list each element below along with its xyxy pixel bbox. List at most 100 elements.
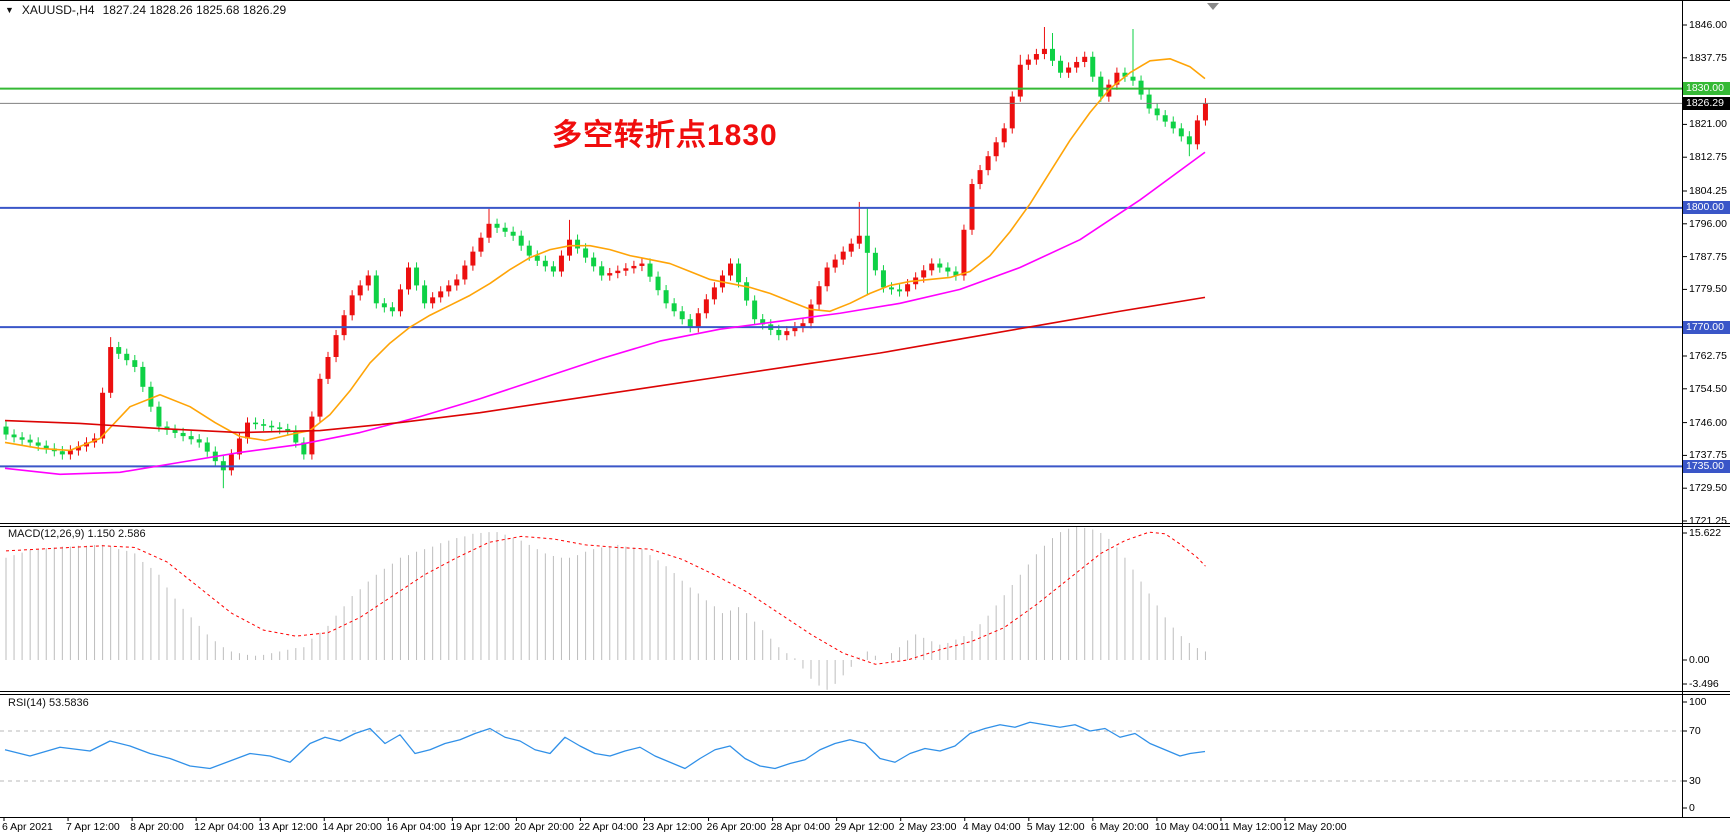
candle-body	[880, 270, 886, 288]
candle-body	[1033, 54, 1039, 60]
candle-body	[196, 439, 202, 443]
candle-body	[309, 416, 315, 455]
candle-body	[856, 235, 862, 244]
candle-body	[1009, 96, 1015, 129]
candle-body	[67, 450, 73, 455]
price-tick-label: 1837.75	[1689, 51, 1727, 64]
candle-body	[703, 299, 709, 314]
time-label: 10 May 04:00	[1154, 821, 1219, 833]
ohlc-values: 1827.24 1828.26 1825.68 1826.29	[102, 3, 287, 17]
candle-body	[381, 303, 387, 308]
candle-body	[961, 229, 967, 276]
candle-body	[1025, 59, 1031, 65]
candle-body	[583, 248, 589, 258]
candle-body	[204, 442, 210, 452]
candle-body	[59, 451, 65, 455]
candle-body	[365, 275, 371, 286]
time-label: 23 Apr 12:00	[642, 821, 703, 833]
candle-body	[277, 427, 283, 429]
price-tick-label: 1787.75	[1689, 250, 1727, 263]
time-label: 20 Apr 20:00	[514, 821, 574, 833]
candle-body	[985, 156, 991, 171]
candle-body	[502, 227, 508, 232]
candle-body	[253, 422, 259, 425]
candle-body	[905, 284, 911, 292]
candle-body	[406, 267, 411, 290]
candle-body	[397, 289, 403, 312]
candle-body	[663, 290, 669, 304]
symbol-period-label: XAUUSD-,H4	[21, 3, 95, 17]
candle-body	[945, 267, 951, 272]
candle-body	[977, 170, 983, 185]
price-tag-1800.00: 1800.00	[1683, 201, 1730, 215]
time-label: 29 Apr 12:00	[834, 821, 895, 833]
macd-scale-label: 0.00	[1689, 654, 1710, 666]
candle-body	[526, 245, 532, 256]
time-label: 7 Apr 12:00	[66, 821, 120, 833]
candle-body	[333, 335, 339, 357]
candle-body	[454, 279, 460, 286]
candle-body	[607, 273, 613, 276]
candle-body	[993, 142, 999, 157]
candle-body	[929, 263, 935, 271]
candle-body	[953, 271, 959, 276]
price-tick-label: 1796.00	[1689, 217, 1727, 230]
candle-body	[422, 285, 428, 304]
candle-body	[116, 347, 122, 354]
candle-body	[486, 223, 492, 238]
candle-body	[1186, 136, 1192, 145]
rsi-scale-label: 100	[1689, 696, 1707, 708]
price-tick-label: 1762.75	[1689, 349, 1727, 362]
candle-body	[11, 434, 17, 438]
candle-body	[889, 287, 894, 290]
macd-signal-line	[5, 531, 1206, 665]
candle-body	[728, 263, 733, 276]
candle-body	[679, 311, 685, 320]
candle-body	[776, 329, 782, 336]
time-label: 13 Apr 12:00	[258, 821, 318, 833]
candle-body	[752, 300, 758, 320]
candle-body	[357, 285, 363, 296]
candle-body	[1202, 103, 1208, 121]
candle-body	[760, 319, 766, 325]
chart-title: ▼ XAUUSD-,H4 1827.24 1828.26 1825.68 182…	[5, 3, 286, 17]
candle-body	[269, 425, 275, 428]
candle-body	[494, 223, 500, 228]
price-tick-label: 1779.50	[1689, 283, 1727, 296]
candle-body	[872, 252, 878, 271]
candle-body	[792, 327, 798, 332]
time-label: 16 Apr 04:00	[386, 821, 446, 833]
candle-body	[478, 237, 484, 252]
candle-body	[140, 366, 146, 387]
candle-body	[3, 426, 9, 435]
candle-body	[245, 422, 250, 439]
symbol-list-arrow-icon[interactable]: ▼	[5, 5, 14, 15]
price-tick-label: 1754.50	[1689, 382, 1727, 395]
candle-body	[124, 353, 130, 361]
price-tag-1826.29: 1826.29	[1683, 96, 1730, 110]
candle-body	[550, 266, 556, 272]
candle-body	[188, 436, 194, 440]
candle-body	[534, 255, 540, 261]
candle-body	[615, 270, 621, 274]
candle-body	[623, 268, 629, 271]
time-label: 11 May 12:00	[1218, 821, 1282, 833]
price-tick-label: 1746.00	[1689, 416, 1727, 429]
candle-body	[132, 360, 138, 367]
candle-body	[1194, 120, 1200, 145]
price-tick-label: 1846.00	[1689, 19, 1727, 31]
candle-body	[180, 432, 186, 437]
candle-body	[470, 251, 476, 266]
candle-body	[736, 263, 742, 283]
ma-fast-line	[4, 57, 1206, 452]
price-tag-1830.00: 1830.00	[1683, 82, 1730, 96]
candle-body	[43, 445, 49, 449]
time-label: 6 Apr 2021	[2, 821, 53, 833]
candle-body	[671, 303, 677, 312]
rsi-scale-label: 0	[1689, 802, 1695, 814]
price-tick-label: 1729.50	[1689, 482, 1727, 495]
candle-body	[518, 235, 524, 246]
candle-body	[156, 406, 162, 427]
candle-body	[462, 265, 468, 280]
